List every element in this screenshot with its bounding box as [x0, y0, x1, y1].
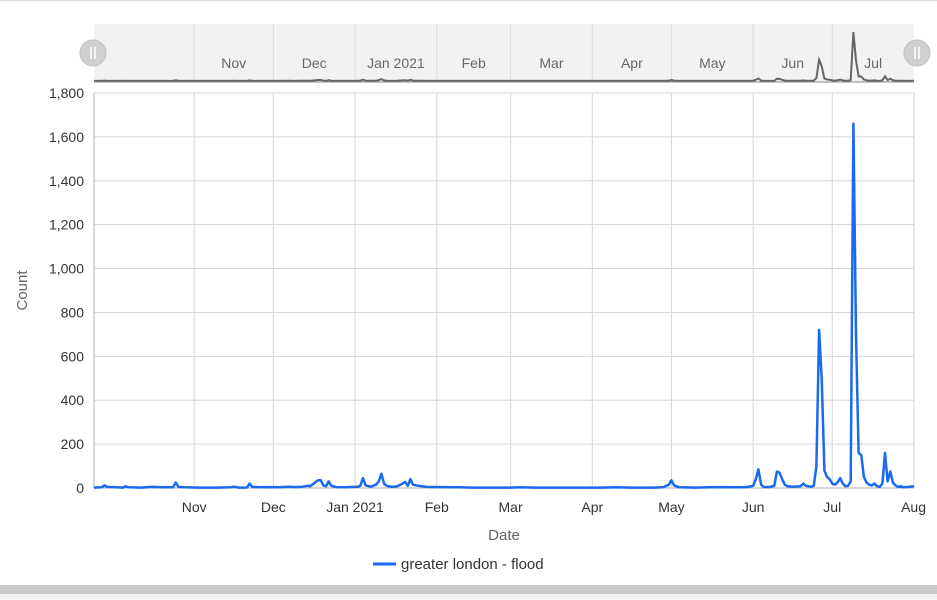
navigator-tick-label: Jun — [781, 55, 804, 71]
legend-label: greater london - flood — [401, 556, 544, 573]
navigator[interactable]: Nov Dec Jan 2021 Feb Mar Apr May Jun Jul — [79, 24, 931, 83]
legend[interactable]: greater london - flood — [373, 556, 544, 573]
x-tick-label: Dec — [261, 499, 286, 515]
grid — [93, 92, 915, 489]
y-tick-label: 400 — [61, 392, 85, 408]
y-axis-title: Count — [14, 270, 31, 311]
x-tick-label: Mar — [499, 499, 523, 515]
handle-knob[interactable] — [903, 39, 931, 67]
navigator-tick-label: Jul — [864, 55, 882, 71]
navigator-tick-label: Nov — [221, 55, 246, 71]
navigator-tick-label: Dec — [302, 55, 327, 71]
y-tick-label: 1,000 — [49, 261, 84, 277]
navigator-series-line — [94, 31, 915, 82]
y-tick-label: 1,600 — [49, 129, 84, 145]
navigator-tick-label: Apr — [621, 55, 643, 71]
y-tick-label: 200 — [61, 436, 85, 452]
y-tick-label: 0 — [76, 480, 84, 496]
navigator-selection[interactable] — [94, 24, 914, 82]
navigator-tick-label: Feb — [462, 55, 486, 71]
y-tick-label: 800 — [61, 304, 85, 320]
x-tick-label: Jan 2021 — [326, 499, 384, 515]
navigator-tick-label: Jan 2021 — [367, 55, 425, 71]
navigator-tick-label: Mar — [539, 55, 563, 71]
y-tick-label: 1,800 — [49, 85, 84, 101]
x-tick-label: Feb — [425, 499, 449, 515]
navigator-tick-label: May — [699, 55, 725, 71]
y-tick-label: 600 — [61, 348, 85, 364]
series-line — [93, 122, 915, 489]
x-tick-label: Aug — [901, 499, 926, 515]
x-tick-label: May — [658, 499, 684, 515]
series-layer — [93, 122, 915, 489]
x-tick-label: Jul — [823, 499, 841, 515]
top-border — [0, 0, 937, 1]
y-tick-label: 1,200 — [49, 217, 84, 233]
navigator-handle-left[interactable] — [79, 39, 107, 67]
x-tick-label: Jun — [742, 499, 765, 515]
x-tick-label: Apr — [581, 499, 603, 515]
axes: 0 200 400 600 800 1,000 1,200 1,400 1,600 1,800 No… — [14, 85, 926, 544]
handle-knob[interactable] — [79, 39, 107, 67]
x-axis-title: Date — [488, 527, 520, 544]
legend-item[interactable]: greater london - flood — [373, 556, 544, 573]
y-tick-label: 1,400 — [49, 173, 84, 189]
x-tick-label: Nov — [182, 499, 207, 515]
scrollbar-thumb[interactable] — [0, 585, 937, 594]
navigator-handle-right[interactable] — [903, 39, 931, 67]
